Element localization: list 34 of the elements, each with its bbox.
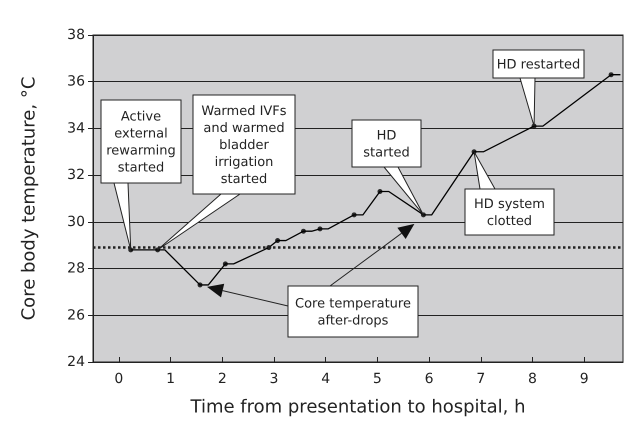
annotation: Active external rewarming started xyxy=(106,110,176,176)
x-tick-label: 6 xyxy=(424,371,434,387)
point xyxy=(608,72,614,78)
x-tick-label: 8 xyxy=(528,371,537,387)
x-tick-label: 0 xyxy=(114,371,124,387)
y-tick-label: 24 xyxy=(67,354,86,370)
x-axis-title: Time from presentation to hospital, h xyxy=(190,396,526,418)
point xyxy=(377,188,382,194)
point xyxy=(198,282,203,288)
y-tick-label: 36 xyxy=(67,74,86,90)
y-axis-title: Core body temperature, °C xyxy=(18,76,40,320)
annotation: HD restarted xyxy=(496,58,580,72)
y-tick-label: 34 xyxy=(67,120,86,136)
point xyxy=(275,238,280,244)
x-tick-label: 2 xyxy=(218,371,227,387)
x-tick-label: 7 xyxy=(476,371,486,387)
x-tick-label: 9 xyxy=(580,371,589,387)
annotation: Warmed IVFs and warmed bladder irrigation started xyxy=(201,104,287,187)
y-tick-label: 26 xyxy=(67,307,86,324)
point xyxy=(352,212,357,218)
x-tick-label: 5 xyxy=(372,371,382,387)
y-tick-label: 28 xyxy=(67,260,85,277)
point xyxy=(318,226,322,232)
y-tick-label: 30 xyxy=(67,214,85,230)
annotation: HD system clotted xyxy=(474,197,545,229)
x-tick-label: 4 xyxy=(321,371,330,387)
y-tick-label: 38 xyxy=(67,27,85,43)
y-tick-label: 32 xyxy=(67,167,85,184)
point xyxy=(222,261,228,266)
x-tick-label: 3 xyxy=(270,371,278,387)
point xyxy=(300,228,306,234)
annotation: Core temperature after-drops xyxy=(295,296,411,328)
annotation: HD started xyxy=(363,128,410,160)
x-tick-label: 1 xyxy=(166,371,176,387)
